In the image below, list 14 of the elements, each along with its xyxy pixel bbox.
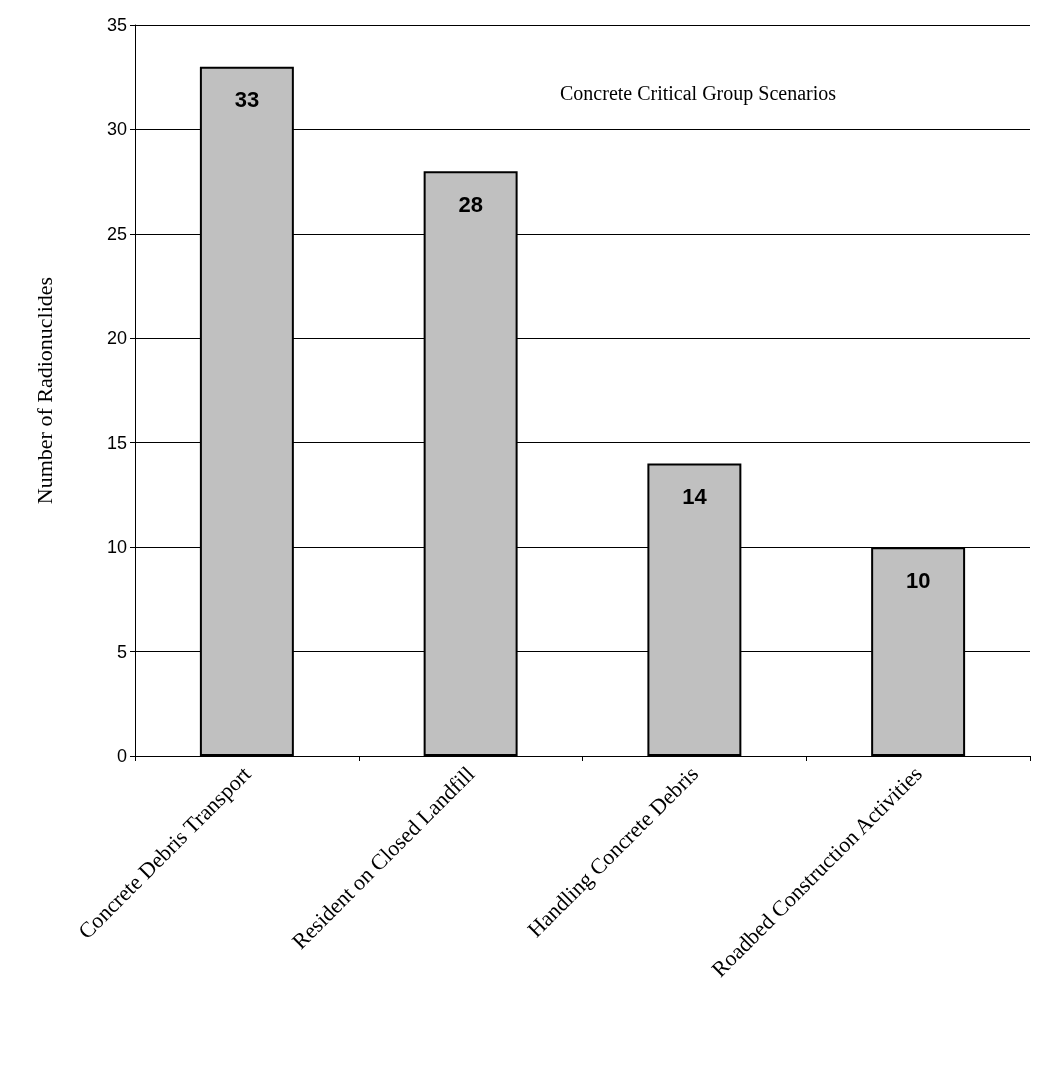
data-label: 33 <box>234 87 260 113</box>
y-tick-label: 25 <box>106 223 127 244</box>
y-tick-label: 5 <box>116 641 127 662</box>
data-label: 14 <box>682 484 708 510</box>
y-tick-label: 10 <box>106 537 127 558</box>
y-tick-label: 20 <box>106 328 127 349</box>
data-label: 10 <box>905 567 931 593</box>
y-tick-label: 15 <box>106 432 127 453</box>
y-tick-label: 0 <box>116 746 127 766</box>
text: Concrete Critical Group Scenarios <box>560 82 837 105</box>
y-tick-label: 30 <box>106 119 127 140</box>
y-tick-label: 35 <box>106 15 127 35</box>
data-label: 28 <box>458 191 483 217</box>
y-axis-title: Number of Radionuclides <box>31 276 57 505</box>
